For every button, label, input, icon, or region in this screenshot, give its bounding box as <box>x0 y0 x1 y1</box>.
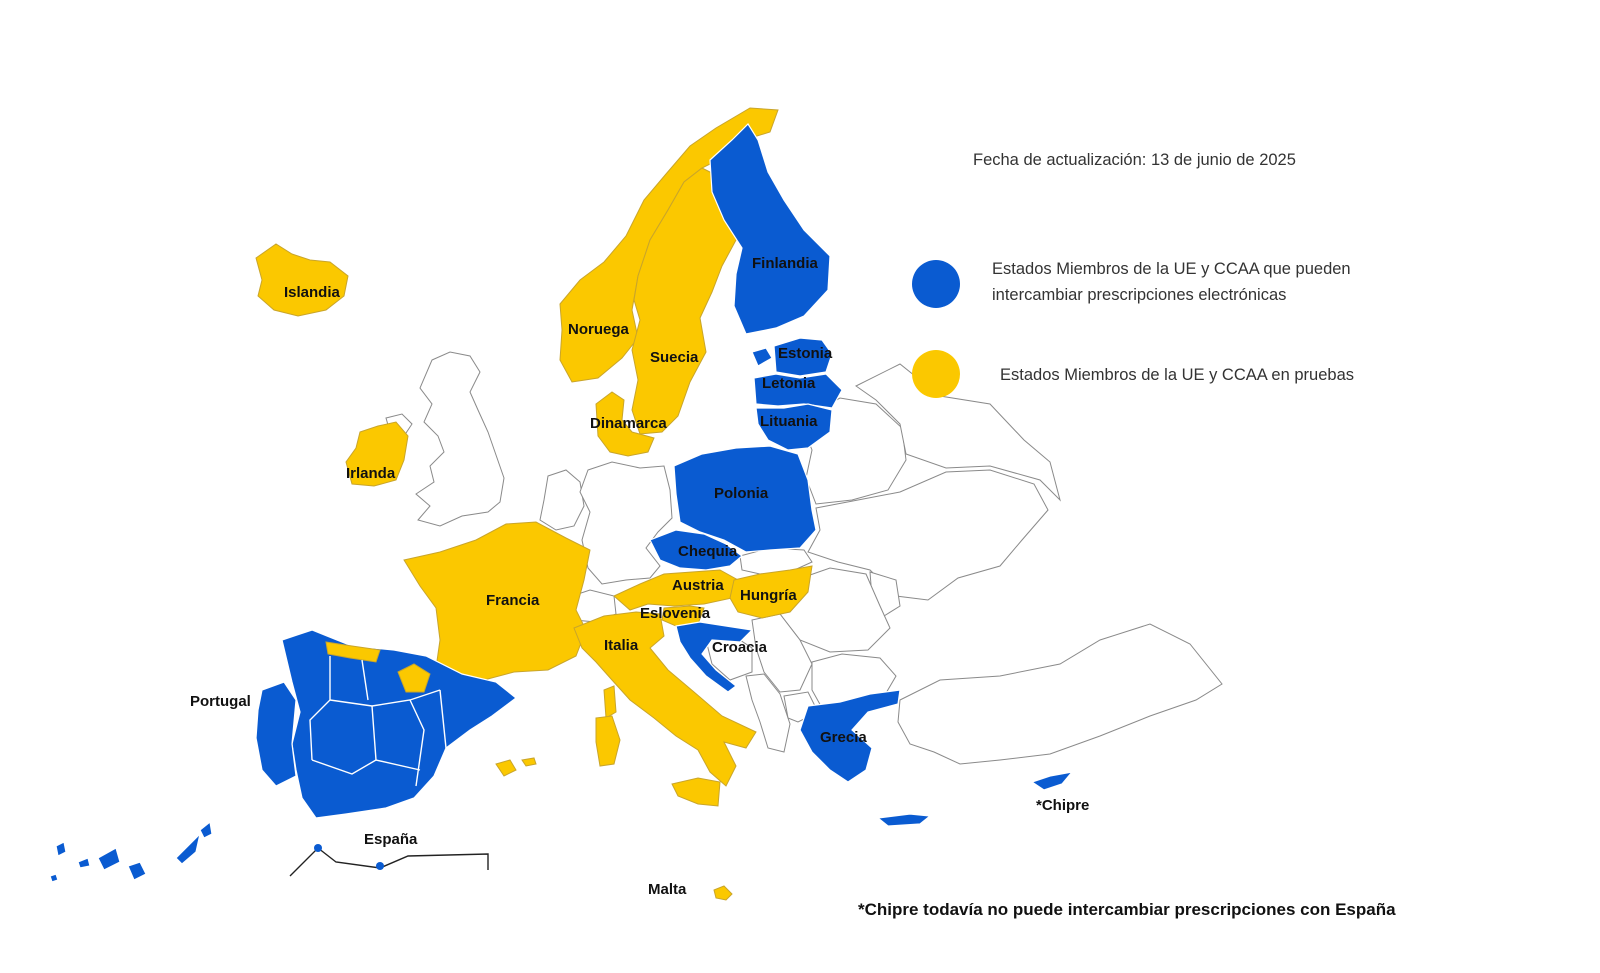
turkey-shape <box>897 623 1223 765</box>
spain-region-borders <box>309 656 447 787</box>
label-espana: España <box>364 831 418 848</box>
legend-yellow-text: Estados Miembros de la UE y CCAA en prue… <box>1000 366 1355 384</box>
malta-shape <box>713 885 733 901</box>
lituania-shape <box>755 403 833 451</box>
legend-blue-text: Estados Miembros de la UE y CCAA que pue… <box>992 256 1432 308</box>
letonia-shape <box>753 373 843 409</box>
label-irlanda: Irlanda <box>346 465 396 482</box>
hungria-shape <box>729 565 813 619</box>
label-noruega: Noruega <box>568 321 630 338</box>
label-chequia: Chequia <box>678 543 738 560</box>
spain-basque-shape <box>397 663 431 693</box>
legend-blue-dot <box>912 260 960 308</box>
label-portugal: Portugal <box>190 693 251 710</box>
grecia-shape <box>799 689 901 783</box>
corsica-shape <box>603 685 617 719</box>
label-malta: Malta <box>648 881 687 898</box>
legend-blue-line1: Estados Miembros de la UE y CCAA que pue… <box>992 260 1351 278</box>
portugal-shape <box>255 681 297 787</box>
label-letonia: Letonia <box>762 375 816 392</box>
ceuta-melilla-inset <box>289 844 489 877</box>
dinamarca-shape <box>595 391 655 457</box>
label-croacia: Croacia <box>712 639 768 656</box>
label-estonia: Estonia <box>778 345 833 362</box>
polonia-shape <box>673 445 817 553</box>
sardinia-shape <box>595 715 621 767</box>
ukraine-shape <box>807 469 1049 601</box>
label-hungria: Hungría <box>740 587 797 604</box>
country-labels: Islandia Noruega Suecia Finlandia Estoni… <box>190 255 1089 898</box>
label-chipre: *Chipre <box>1036 797 1089 814</box>
great-britain-shape <box>415 351 505 527</box>
label-italia: Italia <box>604 637 639 654</box>
label-eslovenia: Eslovenia <box>640 605 711 622</box>
estonia-island-shape <box>751 347 773 367</box>
participating-countries <box>49 107 1074 901</box>
legend-yellow-dot <box>912 350 960 398</box>
label-grecia: Grecia <box>820 729 867 746</box>
serbia-shape <box>751 613 813 693</box>
russia-shape <box>855 363 1061 502</box>
estonia-shape <box>773 337 833 377</box>
footnote: *Chipre todavía no puede intercambiar pr… <box>858 900 1396 919</box>
croacia-shape <box>675 621 754 693</box>
canary-islands <box>49 820 213 883</box>
label-francia: Francia <box>486 592 540 609</box>
label-dinamarca: Dinamarca <box>590 415 667 432</box>
sicily-shape <box>671 777 721 807</box>
chipre-shape <box>1030 771 1074 791</box>
benelux-shape <box>539 469 585 531</box>
suecia-shape <box>631 167 753 435</box>
spain-north-regions-shape <box>325 641 381 663</box>
label-austria: Austria <box>672 577 724 594</box>
label-lituania: Lituania <box>760 413 818 430</box>
label-finlandia: Finlandia <box>752 255 818 272</box>
legend-blue-line2: intercambiar prescripciones electrónicas <box>992 286 1287 304</box>
chequia-shape <box>649 529 743 571</box>
irlanda-shape <box>345 421 409 487</box>
label-suecia: Suecia <box>650 349 699 366</box>
label-islandia: Islandia <box>284 284 341 301</box>
italia-shape <box>573 611 757 787</box>
balearic-2-shape <box>521 757 537 767</box>
germany-shape <box>579 461 673 585</box>
islandia-shape <box>255 243 349 317</box>
balearic-shape <box>495 759 517 777</box>
montenegro-albania-shape <box>745 673 791 753</box>
label-polonia: Polonia <box>714 485 769 502</box>
crete-shape <box>876 813 932 827</box>
finlandia-shape <box>709 123 831 335</box>
update-date: Fecha de actualización: 13 de junio de 2… <box>973 151 1296 169</box>
